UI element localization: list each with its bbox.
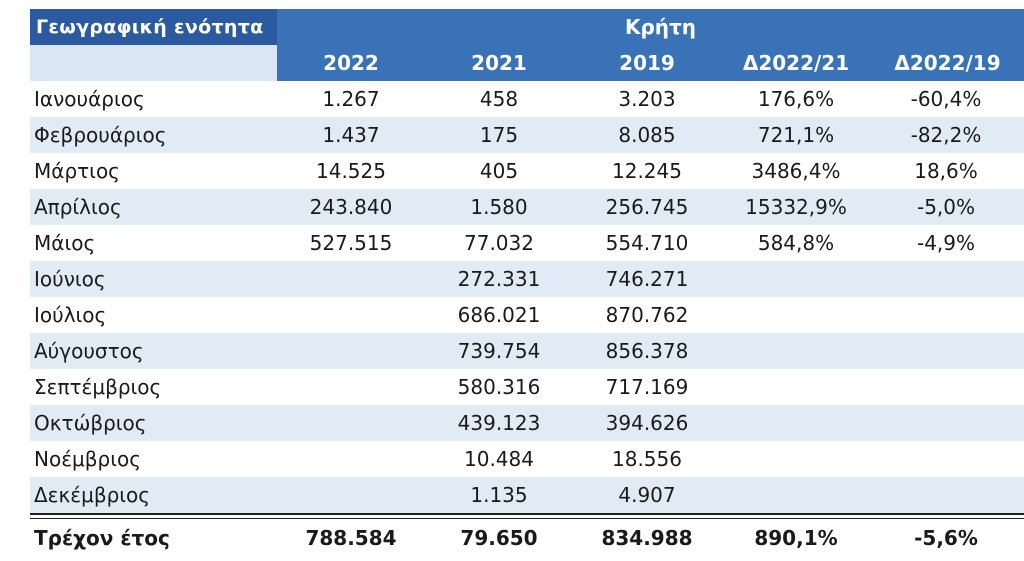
table-row: Φεβρουάριος 1.437 175 8.085 721,1% -82,2% <box>30 117 1024 153</box>
table-row: Αύγουστος 739.754 856.378 <box>30 333 1024 369</box>
cell-month: Μάρτιος <box>34 159 120 183</box>
cell-val-2021: 77.032 <box>464 231 534 255</box>
cell-val-2021: 175 <box>479 123 519 147</box>
table-row: Δεκέμβριος 1.135 4.907 <box>30 477 1024 513</box>
cell-val-2021: 405 <box>479 159 519 183</box>
cell-delta-22-19: -5,0% <box>916 195 976 219</box>
table-row: Ιανουάριος 1.267 458 3.203 176,6% -60,4% <box>30 81 1024 117</box>
cell-val-2019: 394.626 <box>605 411 689 435</box>
cell-delta-22-19: 18,6% <box>914 159 978 183</box>
table-row: Νοέμβριος 10.484 18.556 <box>30 441 1024 477</box>
table-row: Οκτώβριος 439.123 394.626 <box>30 405 1024 441</box>
cell-val-2019: 256.745 <box>605 195 689 219</box>
cell-val-2021: 10.484 <box>464 447 534 471</box>
header-geographic-unit: Γεωγραφική ενότητα <box>30 9 277 45</box>
total-2022: 788.584 <box>305 526 397 550</box>
cell-val-2019: 746.271 <box>605 267 689 291</box>
header-col-2022: 2022 <box>277 45 425 81</box>
cell-delta-22-19: -82,2% <box>910 123 982 147</box>
cell-month: Αύγουστος <box>34 339 144 363</box>
cell-val-2021: 1.580 <box>470 195 528 219</box>
cell-val-2021: 1.135 <box>470 483 528 507</box>
cell-month: Σεπτέμβριος <box>34 375 162 399</box>
cell-val-2019: 8.085 <box>618 123 676 147</box>
header-col-2019: 2019 <box>573 45 721 81</box>
cell-val-2019: 554.710 <box>605 231 689 255</box>
cell-month: Απρίλιος <box>34 195 122 219</box>
cell-month: Οκτώβριος <box>34 411 147 435</box>
data-table: Γεωγραφική ενότητα Κρήτη 2022 2021 2019 … <box>30 9 1024 557</box>
table-row: Ιούλιος 686.021 870.762 <box>30 297 1024 333</box>
cell-val-2022: 1.267 <box>322 87 380 111</box>
table-row: Σεπτέμβριος 580.316 717.169 <box>30 369 1024 405</box>
cell-val-2021: 439.123 <box>457 411 541 435</box>
cell-month: Μάιος <box>34 231 96 255</box>
cell-val-2021: 458 <box>479 87 519 111</box>
cell-val-2021: 580.316 <box>457 375 541 399</box>
table-row: Μάιος 527.515 77.032 554.710 584,8% -4,9% <box>30 225 1024 261</box>
cell-month: Φεβρουάριος <box>34 123 167 147</box>
cell-delta-22-19: -4,9% <box>916 231 976 255</box>
header-col-2021: 2021 <box>425 45 573 81</box>
cell-val-2019: 4.907 <box>618 483 676 507</box>
cell-val-2022: 1.437 <box>322 123 380 147</box>
table-row: Ιούνιος 272.331 746.271 <box>30 261 1024 297</box>
cell-val-2019: 717.169 <box>605 375 689 399</box>
cell-delta-22-21: 176,6% <box>757 87 835 111</box>
cell-val-2019: 18.556 <box>612 447 682 471</box>
header-label-spacer <box>30 45 277 81</box>
cell-delta-22-21: 3486,4% <box>751 159 841 183</box>
cell-month: Ιούνιος <box>34 267 106 291</box>
cell-month: Ιούλιος <box>34 303 107 327</box>
total-delta-22-21: 890,1% <box>754 526 838 550</box>
header-row-top: Γεωγραφική ενότητα Κρήτη <box>30 9 1024 45</box>
header-region: Κρήτη <box>277 9 1024 45</box>
header-col-delta-22-21: Δ2022/21 <box>721 45 871 81</box>
header-col-delta-22-19: Δ2022/19 <box>871 45 1024 81</box>
cell-val-2022: 527.515 <box>309 231 393 255</box>
cell-delta-22-21: 15332,9% <box>745 195 847 219</box>
cell-val-2019: 870.762 <box>605 303 689 327</box>
cell-val-2019: 12.245 <box>612 159 682 183</box>
cell-month: Δεκέμβριος <box>34 483 151 507</box>
cell-val-2021: 272.331 <box>457 267 541 291</box>
table-row: Απρίλιος 243.840 1.580 256.745 15332,9% -5,0% <box>30 189 1024 225</box>
cell-val-2021: 686.021 <box>457 303 541 327</box>
table-row: Μάρτιος 14.525 405 12.245 3486,4% 18,6% <box>30 153 1024 189</box>
total-row: Τρέχον έτος 788.584 79.650 834.988 890,1… <box>30 519 1024 557</box>
cell-val-2022: 14.525 <box>316 159 386 183</box>
table-body: Ιανουάριος 1.267 458 3.203 176,6% -60,4% Φεβρο… <box>30 81 1024 513</box>
total-delta-22-19: -5,6% <box>914 526 978 550</box>
cell-val-2019: 3.203 <box>618 87 676 111</box>
cell-val-2019: 856.378 <box>605 339 689 363</box>
total-2019: 834.988 <box>601 526 693 550</box>
total-divider <box>30 513 1024 519</box>
total-label: Τρέχον έτος <box>34 526 170 550</box>
cell-delta-22-19: -60,4% <box>910 87 982 111</box>
cell-val-2021: 739.754 <box>457 339 541 363</box>
cell-month: Ιανουάριος <box>34 87 145 111</box>
cell-delta-22-21: 721,1% <box>757 123 835 147</box>
cell-month: Νοέμβριος <box>34 447 141 471</box>
cell-val-2022: 243.840 <box>309 195 393 219</box>
header-row-bottom: 2022 2021 2019 Δ2022/21 Δ2022/19 <box>30 45 1024 81</box>
cell-delta-22-21: 584,8% <box>757 231 835 255</box>
total-2021: 79.650 <box>460 526 538 550</box>
